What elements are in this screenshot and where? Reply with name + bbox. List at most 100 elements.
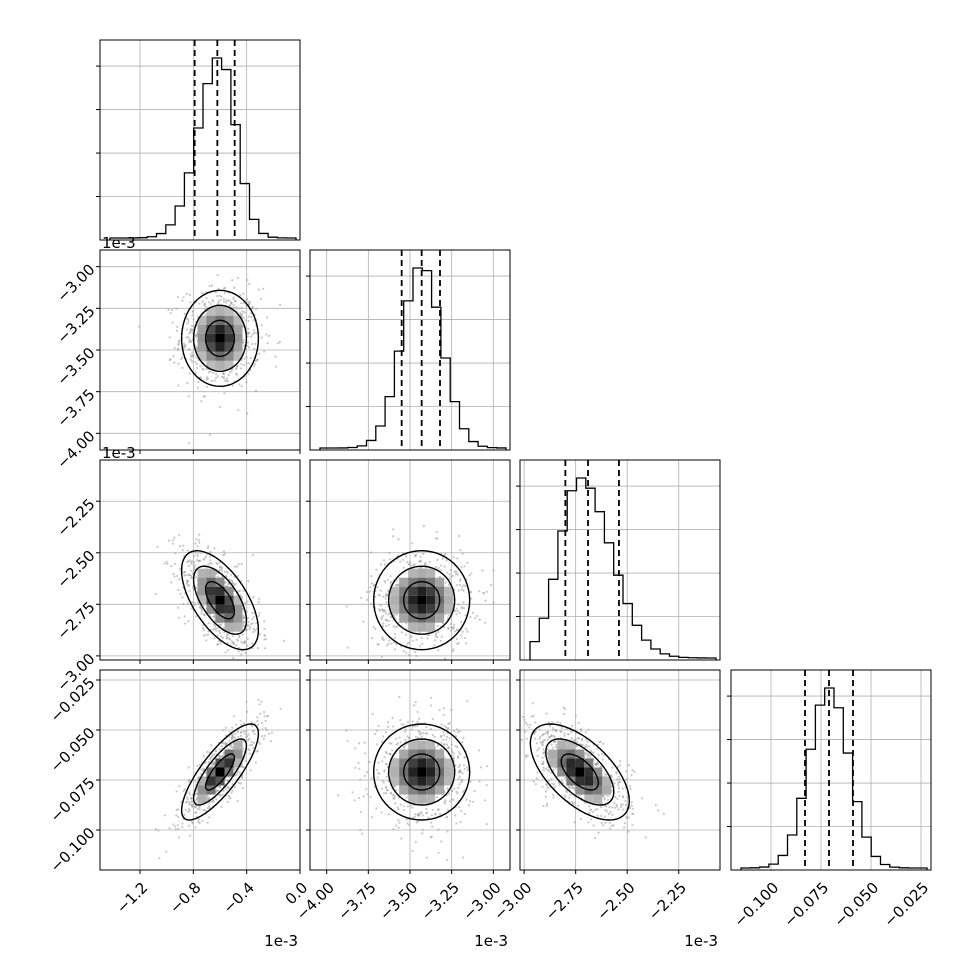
scatter-point: [207, 563, 210, 566]
scatter-point: [165, 560, 168, 563]
scatter-point: [279, 707, 282, 710]
scatter-point: [541, 734, 544, 737]
scatter-point: [247, 362, 251, 365]
scatter-point: [411, 849, 414, 852]
scatter-point: [177, 815, 180, 819]
scatter-point: [246, 331, 249, 334]
scatter-point: [193, 564, 196, 567]
scatter-point: [620, 805, 623, 809]
scatter-point: [606, 795, 609, 798]
scatter-point: [599, 806, 602, 809]
scatter-point: [245, 362, 248, 365]
scatter-point: [596, 743, 600, 746]
scatter-point: [458, 763, 461, 767]
scatter-point: [443, 724, 446, 727]
scatter-point: [177, 343, 180, 346]
scatter-point: [402, 805, 405, 808]
scatter-point: [192, 587, 195, 591]
scatter-point: [247, 733, 250, 736]
contour-line: [529, 723, 631, 821]
scatter-point: [357, 742, 361, 745]
scatter-point: [400, 631, 403, 634]
scatter-point: [225, 742, 228, 745]
scatter-point: [379, 604, 382, 607]
scatter-point: [436, 624, 439, 628]
scatter-point: [459, 770, 463, 773]
density-cell: [215, 604, 225, 614]
scatter-point: [208, 433, 211, 436]
scatter-point: [451, 649, 454, 653]
scatter-point: [188, 791, 191, 794]
contour-line: [402, 753, 441, 791]
scatter-point: [211, 284, 214, 287]
scatter-point: [244, 651, 247, 655]
scatter-point: [392, 798, 395, 801]
scatter-point: [186, 602, 189, 605]
scatter-point: [378, 608, 381, 611]
scatter-point: [178, 567, 182, 570]
scatter-point: [454, 735, 457, 738]
scatter-point: [458, 534, 461, 538]
scatter-point: [462, 584, 465, 587]
scatter-point: [644, 836, 647, 839]
scatter-point: [239, 734, 242, 738]
scatter-point: [420, 811, 423, 814]
scatter-point: [237, 735, 240, 739]
scatter-point: [260, 735, 264, 738]
x-tick-label: −2.50: [593, 879, 638, 924]
scatter-point: [525, 756, 528, 759]
scatter-point: [251, 622, 254, 625]
scatter-point: [438, 709, 441, 712]
scatter-point: [257, 288, 260, 291]
scatter-point: [563, 732, 566, 735]
density-cell: [584, 794, 594, 804]
scatter-point: [428, 633, 431, 636]
scatter-point: [457, 777, 460, 780]
scatter-point: [538, 728, 541, 731]
scatter-point: [398, 821, 401, 824]
scatter-point: [414, 725, 417, 728]
y-tick-label: −4.00: [53, 427, 98, 472]
scatter-point: [249, 769, 252, 772]
histogram-step: [529, 477, 717, 660]
scatter-point: [244, 319, 247, 322]
scatter-point: [564, 776, 567, 780]
density-cell: [575, 749, 585, 759]
scatter-point: [440, 840, 443, 843]
x-tick-label: −0.050: [830, 879, 882, 931]
scatter-point: [446, 830, 449, 833]
scatter-point: [274, 355, 277, 358]
scatter-point: [207, 622, 210, 625]
density-cell: [408, 776, 418, 786]
scatter-point: [609, 774, 613, 777]
density-cell: [426, 604, 436, 614]
scatter-point: [411, 542, 414, 545]
scatter-point: [178, 339, 181, 342]
scatter-point: [179, 545, 182, 548]
scatter-point: [393, 796, 396, 799]
x-offset-label: 1e-3: [264, 932, 298, 950]
scatter-point: [353, 799, 356, 802]
scatter-point: [231, 789, 234, 792]
scatter-point: [457, 751, 461, 754]
scatter-point: [372, 626, 375, 629]
scatter-point: [221, 636, 224, 639]
scatter-point: [592, 824, 595, 827]
scatter-point: [242, 589, 245, 592]
scatter-point: [172, 355, 175, 358]
scatter-point: [464, 756, 467, 759]
scatter-point: [461, 585, 464, 588]
scatter-point: [546, 802, 549, 805]
scatter-point: [617, 784, 620, 787]
scatter-point: [204, 633, 207, 636]
histogram-panel-3: [727, 669, 932, 871]
scatter-point: [205, 566, 208, 570]
panel-frame: [309, 459, 511, 661]
scatter-point: [426, 634, 429, 637]
scatter-point: [222, 550, 225, 553]
scatter-point: [191, 360, 194, 363]
scatter-point: [208, 801, 211, 805]
scatter-point: [447, 722, 450, 726]
scatter-point: [572, 787, 575, 790]
scatter-point: [631, 824, 634, 827]
